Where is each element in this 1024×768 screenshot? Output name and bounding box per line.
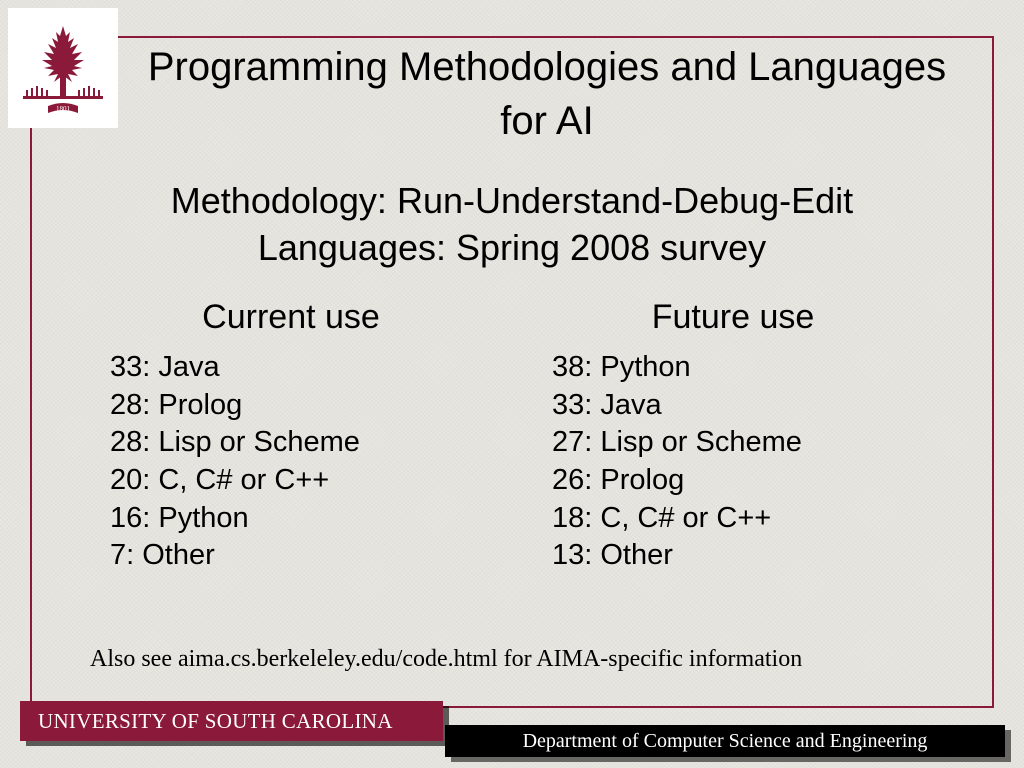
- list-item: 16: Python: [110, 500, 512, 538]
- list-item: 13: Other: [552, 537, 954, 575]
- list-item: 28: Lisp or Scheme: [110, 424, 512, 462]
- list-item: 20: C, C# or C++: [110, 462, 512, 500]
- list-item: 38: Python: [552, 349, 954, 387]
- list-item: 33: Java: [110, 349, 512, 387]
- slide-subtitle: Methodology: Run-Understand-Debug-Edit L…: [60, 178, 964, 272]
- footnote-text: Also see aima.cs.berkeleley.edu/code.htm…: [90, 646, 964, 673]
- university-logo: 1801: [8, 8, 118, 128]
- current-use-column: Current use 33: Java 28: Prolog 28: Lisp…: [70, 298, 512, 575]
- university-bar: UNIVERSITY OF SOUTH CAROLINA: [20, 701, 443, 741]
- columns-container: Current use 33: Java 28: Prolog 28: Lisp…: [70, 298, 954, 575]
- palmetto-seal-icon: 1801: [18, 18, 108, 118]
- current-use-header: Current use: [70, 298, 512, 337]
- future-use-header: Future use: [512, 298, 954, 337]
- current-use-list: 33: Java 28: Prolog 28: Lisp or Scheme 2…: [70, 349, 512, 575]
- svg-text:1801: 1801: [56, 105, 71, 113]
- list-item: 7: Other: [110, 537, 512, 575]
- list-item: 18: C, C# or C++: [552, 500, 954, 538]
- list-item: 28: Prolog: [110, 387, 512, 425]
- subtitle-line-1: Methodology: Run-Understand-Debug-Edit: [60, 178, 964, 225]
- list-item: 27: Lisp or Scheme: [552, 424, 954, 462]
- list-item: 26: Prolog: [552, 462, 954, 500]
- future-use-list: 38: Python 33: Java 27: Lisp or Scheme 2…: [512, 349, 954, 575]
- future-use-column: Future use 38: Python 33: Java 27: Lisp …: [512, 298, 954, 575]
- list-item: 33: Java: [552, 387, 954, 425]
- slide-title: Programming Methodologies and Languages …: [130, 40, 964, 148]
- department-bar: Department of Computer Science and Engin…: [445, 725, 1005, 757]
- subtitle-line-2: Languages: Spring 2008 survey: [60, 225, 964, 272]
